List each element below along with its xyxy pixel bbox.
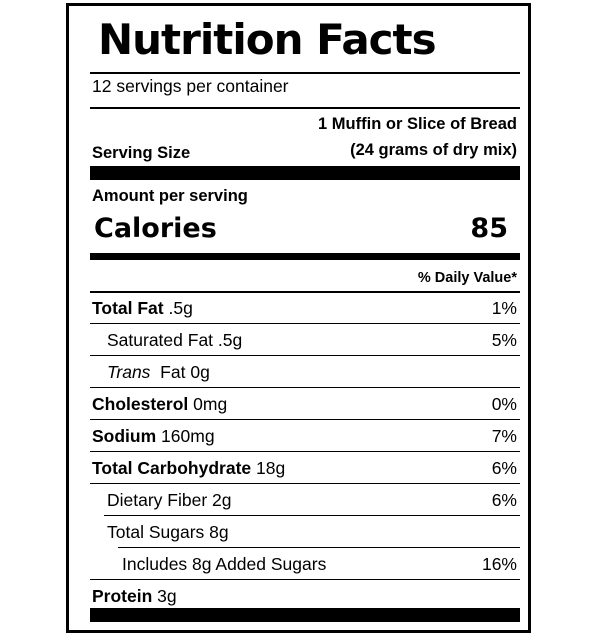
- serving-size-label: Serving Size: [92, 144, 191, 162]
- nutrient-label: Dietary Fiber 2g: [107, 490, 232, 510]
- serving-size-line2: (24 grams of dry mix): [350, 141, 517, 159]
- nutrient-dv: 6%: [491, 490, 517, 510]
- thick-divider: [90, 166, 520, 180]
- nutrient-label: Total Carbohydrate 18g: [92, 458, 285, 478]
- nutrient-row-total-sugars: Total Sugars 8g: [90, 516, 520, 548]
- row-divider: [90, 418, 520, 420]
- nutrient-row-sodium: Sodium 160mg 7%: [90, 420, 520, 452]
- nutrient-name: Sodium: [92, 426, 157, 446]
- nutrient-amount: 0mg: [193, 394, 228, 414]
- nutrient-amount: 3g: [157, 586, 177, 606]
- medium-divider: [90, 253, 520, 260]
- nutrient-row-trans-fat: Trans Fat 0g: [90, 356, 520, 388]
- row-divider: [90, 322, 520, 324]
- nutrient-name: Total Carbohydrate: [92, 458, 252, 478]
- nutrient-label: Includes 8g Added Sugars: [122, 554, 326, 574]
- nutrient-row-protein: Protein 3g: [90, 580, 520, 612]
- nutrient-row-dietary-fiber: Dietary Fiber 2g 6%: [90, 484, 520, 516]
- nutrient-dv: 0%: [491, 394, 517, 414]
- amount-per-serving: Amount per serving: [92, 187, 248, 205]
- nutrition-facts-label: Nutrition Facts 12 servings per containe…: [66, 3, 531, 633]
- nutrient-dv: 7%: [491, 426, 517, 446]
- row-divider: [90, 450, 520, 452]
- calories-value: 85: [470, 213, 508, 244]
- nutrient-amount: 160mg: [161, 426, 215, 446]
- nutrient-label: Total Sugars 8g: [107, 522, 229, 542]
- servings-per-container: 12 servings per container: [92, 76, 289, 96]
- nutrient-name: Includes 8g Added Sugars: [122, 554, 327, 574]
- nutrient-amount: 0g: [190, 362, 210, 382]
- nutrient-name: Cholesterol: [92, 394, 189, 414]
- nutrient-label: Sodium 160mg: [92, 426, 215, 446]
- nutrient-amount: .5g: [168, 298, 193, 318]
- nutrient-name-italic: Trans: [107, 362, 151, 382]
- serving-size-line1: 1 Muffin or Slice of Bread: [318, 115, 517, 133]
- divider: [90, 107, 520, 109]
- nutrient-dv: 6%: [491, 458, 517, 478]
- label-title: Nutrition Facts: [98, 15, 437, 64]
- divider: [90, 72, 520, 74]
- divider: [90, 291, 520, 293]
- nutrient-row-total-carbohydrate: Total Carbohydrate 18g 6%: [90, 452, 520, 484]
- nutrient-label: Protein 3g: [92, 586, 177, 606]
- nutrient-name: Fat: [160, 362, 186, 382]
- nutrient-label: Saturated Fat .5g: [107, 330, 242, 350]
- nutrient-name: Protein: [92, 586, 153, 606]
- row-divider: [118, 546, 520, 548]
- nutrient-amount: 2g: [212, 490, 232, 510]
- nutrient-label: Trans Fat 0g: [107, 362, 210, 382]
- nutrient-dv: 5%: [491, 330, 517, 350]
- row-divider: [90, 354, 520, 356]
- calories-label: Calories: [94, 213, 217, 244]
- nutrient-name: Dietary Fiber: [107, 490, 208, 510]
- row-divider: [90, 386, 520, 388]
- nutrient-name: Saturated Fat: [107, 330, 214, 350]
- nutrient-amount: 18g: [256, 458, 286, 478]
- nutrient-dv: 16%: [481, 554, 517, 574]
- daily-value-header: % Daily Value*: [417, 270, 517, 286]
- thick-divider: [90, 608, 520, 622]
- nutrient-row-total-fat: Total Fat .5g 1%: [90, 292, 520, 324]
- nutrient-name: Total Sugars: [107, 522, 205, 542]
- nutrient-row-cholesterol: Cholesterol 0mg 0%: [90, 388, 520, 420]
- row-divider: [90, 578, 520, 580]
- nutrient-row-saturated-fat: Saturated Fat .5g 5%: [90, 324, 520, 356]
- nutrient-dv: 1%: [491, 298, 517, 318]
- row-divider: [90, 482, 520, 484]
- nutrient-label: Cholesterol 0mg: [92, 394, 227, 414]
- nutrient-amount: 8g: [209, 522, 229, 542]
- row-divider: [104, 514, 520, 516]
- nutrient-label: Total Fat .5g: [92, 298, 193, 318]
- nutrient-row-added-sugars: Includes 8g Added Sugars 16%: [90, 548, 520, 580]
- nutrient-amount: .5g: [217, 330, 243, 350]
- label-content: Nutrition Facts 12 servings per containe…: [90, 6, 520, 630]
- nutrient-name: Total Fat: [92, 298, 164, 318]
